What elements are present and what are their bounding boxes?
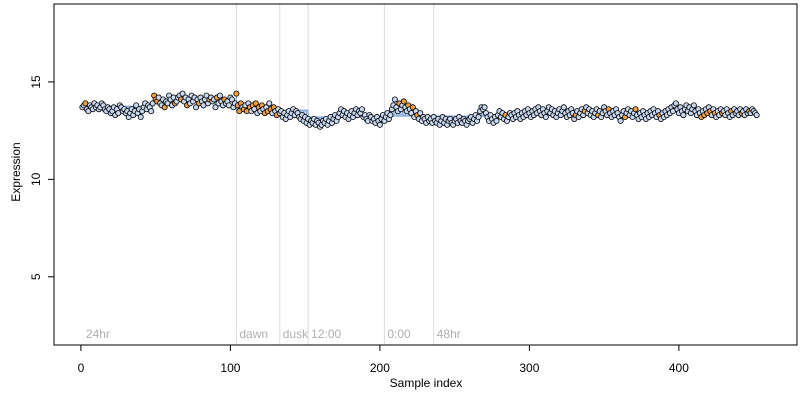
x-axis: 0 100 200 300 400 bbox=[78, 344, 689, 375]
data-point bbox=[391, 96, 398, 103]
x-tick-label: 300 bbox=[519, 361, 539, 375]
data-point bbox=[179, 90, 186, 97]
y-tick-label: 15 bbox=[29, 75, 43, 89]
data-point-highlight bbox=[233, 90, 240, 97]
data-point bbox=[493, 117, 500, 124]
data-point-highlight bbox=[632, 106, 639, 113]
data-point bbox=[617, 117, 624, 124]
y-axis-title: Expression bbox=[9, 142, 23, 201]
data-point bbox=[228, 96, 235, 103]
data-point bbox=[212, 104, 219, 111]
data-point bbox=[672, 100, 679, 107]
y-tick-label: 5 bbox=[29, 273, 43, 280]
marker-label: 0:00 bbox=[387, 327, 411, 341]
data-point bbox=[417, 110, 424, 117]
data-point bbox=[560, 104, 567, 111]
x-tick-label: 100 bbox=[220, 361, 240, 375]
data-point bbox=[376, 121, 383, 128]
data-point bbox=[753, 112, 760, 119]
x-tick-label: 400 bbox=[669, 361, 689, 375]
marker-label: 12:00 bbox=[311, 327, 341, 341]
data-point bbox=[680, 112, 687, 119]
data-point bbox=[133, 102, 140, 109]
annotations: dawn dusk 12:00 0:00 48hr 24hr bbox=[86, 327, 461, 341]
data-point-highlight bbox=[409, 104, 416, 111]
marker-label: 48hr bbox=[437, 327, 461, 341]
marker-label: dawn bbox=[239, 327, 268, 341]
data-point-highlight bbox=[161, 104, 168, 111]
x-tick-label: 0 bbox=[78, 361, 85, 375]
data-point bbox=[690, 102, 697, 109]
marker-lines bbox=[235, 4, 435, 345]
data-point bbox=[216, 92, 223, 99]
y-tick-label: 10 bbox=[29, 172, 43, 186]
marker-label: dusk bbox=[283, 327, 309, 341]
data-point bbox=[137, 114, 144, 121]
data-point bbox=[481, 104, 488, 111]
data-point bbox=[387, 112, 394, 119]
data-point bbox=[193, 104, 200, 111]
data-points bbox=[79, 90, 760, 130]
y-axis: 5 10 15 bbox=[29, 75, 54, 280]
data-point bbox=[475, 114, 482, 121]
data-point bbox=[542, 114, 549, 121]
data-point-highlight bbox=[400, 98, 407, 105]
plot-frame bbox=[53, 3, 798, 346]
x-tick-label: 200 bbox=[370, 361, 390, 375]
annotation-label: 24hr bbox=[86, 327, 110, 341]
x-axis-title: Sample index bbox=[390, 376, 463, 390]
data-point-highlight bbox=[252, 100, 259, 107]
data-point bbox=[266, 100, 273, 107]
data-point bbox=[148, 108, 155, 115]
data-point bbox=[358, 106, 365, 113]
